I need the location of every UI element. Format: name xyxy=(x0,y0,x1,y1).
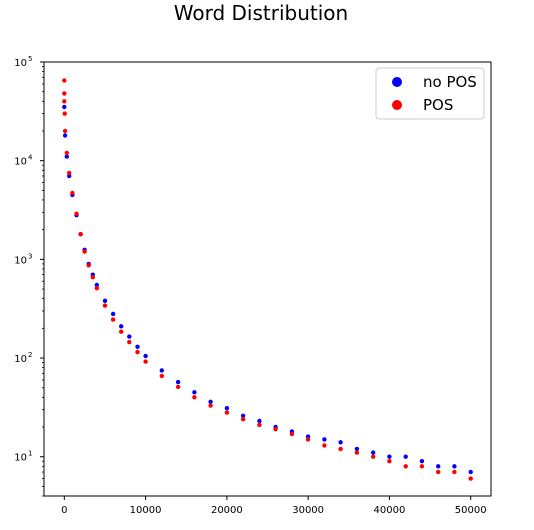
data-point xyxy=(192,395,197,400)
data-point xyxy=(127,339,132,345)
data-point xyxy=(208,399,213,404)
data-point xyxy=(62,78,67,83)
data-point xyxy=(419,464,425,469)
y-tick-label: 10 xyxy=(14,58,27,69)
data-point xyxy=(70,190,75,196)
data-point xyxy=(67,170,72,176)
data-point xyxy=(387,454,392,459)
data-point xyxy=(102,303,108,308)
data-point xyxy=(64,154,70,159)
data-point xyxy=(436,464,441,469)
data-point xyxy=(159,368,164,373)
x-tick-label: 10000 xyxy=(130,505,162,516)
legend-label: POS xyxy=(423,96,453,114)
data-point xyxy=(62,99,67,104)
x-tick-label: 40000 xyxy=(374,505,406,516)
y-tick-exponent: 4 xyxy=(28,154,33,162)
data-point xyxy=(354,446,360,452)
data-point xyxy=(143,359,148,364)
data-point xyxy=(119,329,124,334)
data-point xyxy=(127,334,132,339)
data-point xyxy=(403,464,408,469)
legend-label: no POS xyxy=(423,73,477,91)
x-tick-label: 50000 xyxy=(455,505,487,516)
y-tick-exponent: 3 xyxy=(28,252,32,260)
data-point xyxy=(74,211,79,216)
series-0 xyxy=(62,104,473,475)
y-tick-label: 10 xyxy=(14,255,27,266)
legend-marker xyxy=(392,100,402,110)
data-point xyxy=(62,111,67,116)
data-point xyxy=(322,437,327,442)
data-point xyxy=(62,104,67,110)
data-point xyxy=(135,349,140,355)
data-point xyxy=(62,91,67,96)
data-point xyxy=(338,440,343,445)
data-point xyxy=(257,418,262,424)
legend-box xyxy=(375,67,485,120)
data-point xyxy=(82,249,87,254)
data-point xyxy=(224,410,230,415)
data-point xyxy=(452,469,457,475)
data-point xyxy=(90,275,96,280)
data-point xyxy=(240,413,246,418)
data-point xyxy=(387,459,392,464)
data-point xyxy=(436,469,441,475)
data-point xyxy=(143,353,148,359)
data-point xyxy=(257,422,262,428)
data-point xyxy=(175,379,181,385)
legend-marker xyxy=(392,77,402,87)
data-point xyxy=(305,437,311,442)
y-tick-label: 10 xyxy=(14,453,27,464)
x-tick-label: 30000 xyxy=(292,505,324,516)
data-point xyxy=(224,406,230,411)
data-point xyxy=(175,384,181,390)
data-point xyxy=(192,390,197,395)
data-point xyxy=(240,417,246,422)
data-point xyxy=(159,373,164,379)
data-point xyxy=(419,459,425,464)
data-point xyxy=(468,469,473,475)
data-point xyxy=(452,464,457,469)
data-point xyxy=(354,450,360,455)
x-tick-label: 0 xyxy=(61,505,67,516)
data-point xyxy=(119,324,124,329)
data-point xyxy=(86,263,91,268)
data-point xyxy=(110,311,116,317)
data-point xyxy=(371,450,376,455)
x-tick-label: 20000 xyxy=(211,505,243,516)
data-point xyxy=(94,286,100,291)
data-point xyxy=(110,317,116,322)
data-point xyxy=(403,454,408,459)
data-point xyxy=(102,298,108,303)
data-point xyxy=(289,431,295,437)
series-layer xyxy=(62,78,473,481)
data-point xyxy=(62,133,68,138)
data-point xyxy=(94,282,100,288)
data-point xyxy=(371,454,376,459)
plot-frame xyxy=(43,61,492,497)
data-point xyxy=(338,446,343,452)
y-tick-exponent: 5 xyxy=(28,55,32,63)
y-tick-exponent: 2 xyxy=(28,351,32,359)
y-tick-exponent: 1 xyxy=(28,450,32,458)
y-tick-label: 10 xyxy=(14,157,27,168)
data-point xyxy=(208,403,213,408)
data-point xyxy=(64,150,70,156)
data-point xyxy=(322,443,327,448)
data-point xyxy=(273,427,278,432)
legend: no POS POS xyxy=(375,67,485,120)
data-point xyxy=(135,344,140,349)
series-1 xyxy=(62,78,473,481)
y-tick-label: 10 xyxy=(14,354,27,365)
data-point xyxy=(62,128,68,134)
data-point xyxy=(78,232,83,237)
chart-title: Word Distribution xyxy=(174,1,348,25)
data-point xyxy=(468,476,473,481)
